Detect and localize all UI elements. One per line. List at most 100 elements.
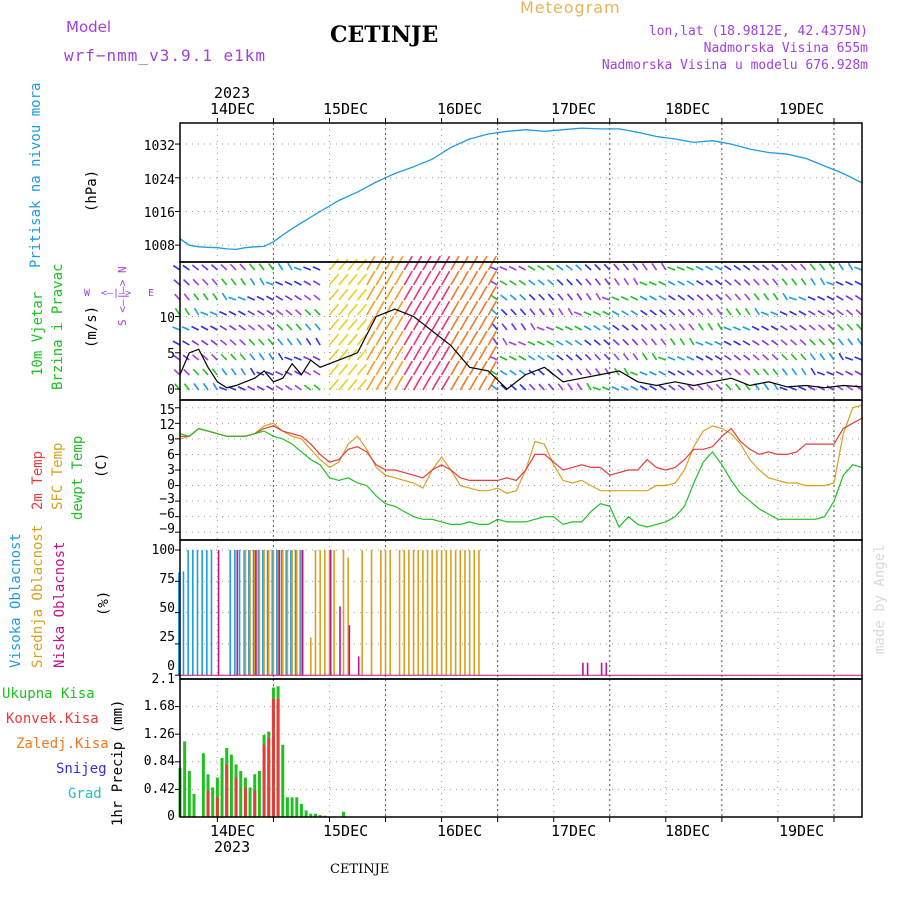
wind-arrow [574, 325, 583, 331]
compass-e: E [148, 288, 155, 299]
wind-arrow [845, 280, 853, 286]
wind-arrow [753, 368, 760, 376]
wind-arrow [183, 383, 190, 391]
precip-bar [299, 803, 303, 817]
wind-arrow [537, 369, 545, 376]
wind-arrow [782, 292, 788, 301]
lonlat-text: lon,lat (18.9812E, 42.4375N) [648, 24, 868, 39]
wind-arrow [528, 293, 536, 301]
wind-arrow [547, 279, 555, 286]
precip-bar [187, 771, 191, 817]
wind-arrow [779, 310, 788, 316]
wind-arrow [640, 309, 648, 316]
wind-arrow [422, 315, 432, 331]
wind-arrow [275, 370, 284, 376]
footer-station: CETINJE [330, 862, 390, 877]
wind-arrow [791, 367, 798, 376]
wind-arrow [229, 263, 237, 271]
wind-arrow [275, 295, 284, 301]
wind-arrow [328, 363, 340, 376]
precip-label-4: Snijeg [56, 761, 107, 777]
wind-arrow [219, 325, 228, 331]
wind-arrow [686, 280, 695, 286]
wind-arrow [667, 280, 676, 286]
wind-arrow [366, 270, 376, 286]
wind-arrow [621, 310, 629, 316]
wind-arrow [459, 375, 469, 391]
day-label-bottom: 18DEC [665, 822, 711, 840]
wind-arrow [338, 333, 349, 346]
wind-arrow [518, 355, 527, 361]
wind-arrow [468, 270, 479, 286]
wind-arrow [732, 326, 741, 331]
wind-arrow [828, 352, 835, 361]
wind-arrow [800, 353, 807, 361]
wind-arrow [760, 311, 769, 316]
wind-arrow [422, 300, 432, 316]
wind-arrow [742, 326, 751, 331]
wind-arrow [678, 308, 686, 316]
wind-arrow [500, 384, 508, 391]
wind-arrow [303, 280, 312, 286]
wind-arrow [338, 378, 349, 391]
wind-arrow [828, 263, 835, 271]
wind-arrow [601, 296, 611, 301]
wind-arrow [422, 285, 432, 301]
wind-arrow [658, 384, 667, 391]
wind-arrow [557, 383, 564, 391]
wind-arrow [228, 310, 237, 316]
wind-arrow [518, 265, 527, 271]
wind-arrow [259, 277, 265, 286]
precip-tick: 2.1 [151, 672, 175, 687]
wind-arrow [790, 353, 798, 361]
wind-arrow [228, 324, 237, 331]
wind-arrow [695, 355, 704, 361]
wind-arrow [528, 279, 536, 286]
wind-arrow [305, 337, 312, 346]
wind-arrow [696, 279, 704, 286]
wind-arrow [247, 310, 256, 316]
precip-label-1: Ukupna Kisa [2, 686, 95, 702]
wind-arrow [733, 264, 741, 271]
wind-arrow [450, 285, 460, 301]
wind-arrow [686, 355, 695, 361]
wind-arrow [248, 338, 256, 346]
wind-speed-line [179, 308, 863, 390]
precip-label-3: Zaledj.Kisa [16, 736, 109, 752]
wind-arrow [527, 340, 536, 346]
wind-arrow [403, 315, 413, 331]
wind-arrow [384, 285, 395, 301]
wind-arrow [356, 303, 368, 316]
wind-arrow [725, 293, 732, 301]
wind-arrow [743, 354, 751, 361]
wind-arrow [705, 265, 713, 271]
wind-arrow [555, 326, 564, 331]
wind-arrow [640, 324, 648, 331]
wind-arrow [328, 303, 340, 316]
wind-arrow [284, 280, 293, 286]
precip-bar [290, 797, 294, 817]
precip-unit: 1hr Precip (mm) [110, 699, 126, 826]
wind-arrow [856, 337, 863, 346]
wind-arrow [403, 270, 413, 286]
wind-arrow [422, 255, 432, 271]
wind-arrow [565, 264, 573, 271]
wind-arrow [490, 356, 498, 361]
wind-arrow [631, 324, 639, 331]
wind-arrow [265, 295, 274, 301]
wind-arrow [641, 263, 648, 271]
wind-arrow [277, 262, 284, 271]
wind-arrow [487, 270, 497, 286]
wind-arrow [268, 352, 275, 361]
wind-arrow [239, 338, 246, 346]
wind-arrow [422, 330, 432, 346]
wind-arrow [403, 375, 413, 391]
wind-arrow [303, 266, 312, 271]
wind-arrow [648, 281, 657, 286]
wind-arrow [630, 309, 639, 316]
day-label-top: 18DEC [665, 100, 711, 118]
wind-arrow [810, 277, 816, 286]
wind-arrow [734, 383, 742, 391]
precip-bar [220, 757, 224, 817]
